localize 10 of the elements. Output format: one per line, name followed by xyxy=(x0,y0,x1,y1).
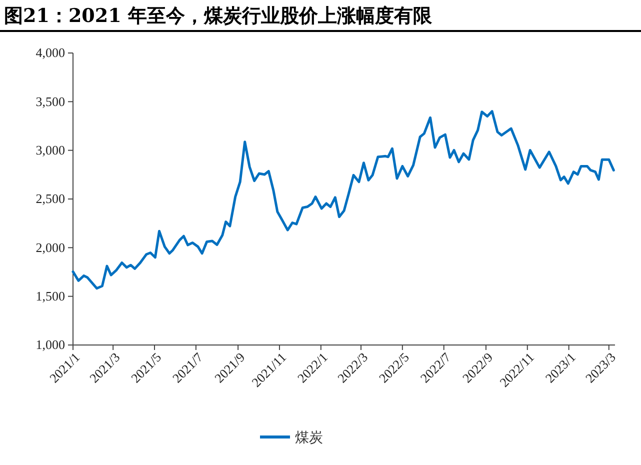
y-tick-label: 3,500 xyxy=(36,94,65,109)
y-tick-label: 2,000 xyxy=(36,240,65,255)
y-tick-label: 1,000 xyxy=(36,337,65,352)
legend-label: 煤炭 xyxy=(295,430,323,446)
chart-title: 图21：2021 年至今，煤炭行业股价上涨幅度有限 xyxy=(4,5,433,27)
y-tick-label: 4,000 xyxy=(36,45,65,60)
y-tick-label: 3,000 xyxy=(36,142,65,158)
line-series xyxy=(72,110,615,290)
y-tick-label: 2,500 xyxy=(36,191,65,206)
y-tick-label: 1,500 xyxy=(36,288,65,304)
